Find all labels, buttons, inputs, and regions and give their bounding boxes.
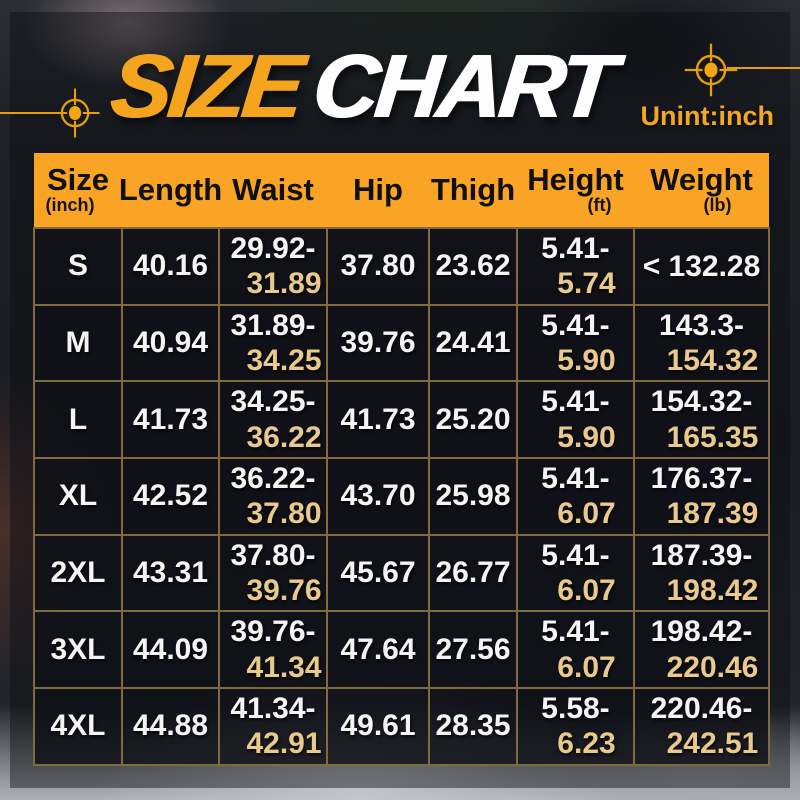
cell-thigh: 25.20 bbox=[428, 380, 518, 460]
table-body: S 40.16 29.92- 31.89 37.80 23.62 5.41- 5.7… bbox=[33, 227, 770, 766]
table-row-m: M 40.94 31.89- 34.25 39.76 24.41 5.41- 5.9… bbox=[33, 303, 770, 383]
title-word-size: SIZE bbox=[106, 37, 306, 137]
cell-height: 5.41- 6.07 bbox=[516, 610, 635, 690]
cell-waist: 31.89- 34.25 bbox=[218, 303, 328, 383]
table-row-3xl: 3XL 44.09 39.76- 41.34 47.64 27.56 5.41- 6… bbox=[33, 610, 770, 690]
cell-waist: 29.92- 31.89 bbox=[218, 227, 328, 306]
cell-length: 41.73 bbox=[121, 380, 220, 460]
page-title: SIZECHART bbox=[106, 37, 618, 137]
size-chart-table: Size (inch) Length Waist Hip Thigh Height… bbox=[33, 153, 770, 766]
crosshair-target-icon bbox=[50, 88, 100, 138]
cell-weight: < 132.28 bbox=[633, 227, 770, 306]
cell-hip: 37.80 bbox=[326, 227, 430, 306]
cell-length: 44.88 bbox=[121, 687, 220, 766]
table-header: Size (inch) Length Waist Hip Thigh Height… bbox=[34, 153, 769, 228]
cell-waist: 36.22- 37.80 bbox=[218, 457, 328, 536]
cell-size: L bbox=[33, 380, 123, 460]
cell-size: 3XL bbox=[33, 610, 123, 690]
cell-height: 5.41- 6.07 bbox=[516, 457, 635, 536]
column-header-weight: Weight (lb) bbox=[634, 153, 769, 228]
table-row-xl: XL 42.52 36.22- 37.80 43.70 25.98 5.41- 6.… bbox=[33, 457, 770, 536]
cell-thigh: 23.62 bbox=[428, 227, 518, 306]
table-row-l: L 41.73 34.25- 36.22 41.73 25.20 5.41- 5.9… bbox=[33, 380, 770, 460]
column-header-thigh: Thigh bbox=[429, 153, 517, 228]
cell-height: 5.58- 6.23 bbox=[516, 687, 635, 766]
cell-weight: 220.46- 242.51 bbox=[633, 687, 770, 766]
cell-hip: 45.67 bbox=[326, 533, 430, 613]
cell-thigh: 28.35 bbox=[428, 687, 518, 766]
cell-height: 5.41- 5.74 bbox=[516, 227, 635, 306]
cell-size: 4XL bbox=[33, 687, 123, 766]
cell-height: 5.41- 5.90 bbox=[516, 303, 635, 383]
cell-length: 40.16 bbox=[121, 227, 220, 306]
crosshair-target-icon bbox=[684, 43, 738, 97]
cell-thigh: 24.41 bbox=[428, 303, 518, 383]
cell-size: M bbox=[33, 303, 123, 383]
cell-thigh: 27.56 bbox=[428, 610, 518, 690]
cell-hip: 41.73 bbox=[326, 380, 430, 460]
cell-weight: 198.42- 220.46 bbox=[633, 610, 770, 690]
cell-height: 5.41- 5.90 bbox=[516, 380, 635, 460]
table-row-s: S 40.16 29.92- 31.89 37.80 23.62 5.41- 5.7… bbox=[33, 227, 770, 306]
cell-hip: 49.61 bbox=[326, 687, 430, 766]
cell-weight: 187.39- 198.42 bbox=[633, 533, 770, 613]
cell-weight: 143.3- 154.32 bbox=[633, 303, 770, 383]
cell-length: 44.09 bbox=[121, 610, 220, 690]
cell-length: 42.52 bbox=[121, 457, 220, 536]
table-row-2xl: 2XL 43.31 37.80- 39.76 45.67 26.77 5.41- 6… bbox=[33, 533, 770, 613]
cell-size: XL bbox=[33, 457, 123, 536]
header-row: Size (inch) Length Waist Hip Thigh Height… bbox=[34, 153, 769, 228]
table-row-4xl: 4XL 44.88 41.34- 42.91 49.61 28.35 5.58- 6… bbox=[33, 687, 770, 766]
crosshair-line-right bbox=[727, 67, 800, 69]
cell-weight: 154.32- 165.35 bbox=[633, 380, 770, 460]
cell-hip: 47.64 bbox=[326, 610, 430, 690]
cell-waist: 34.25- 36.22 bbox=[218, 380, 328, 460]
cell-waist: 37.80- 39.76 bbox=[218, 533, 328, 613]
title-word-chart: CHART bbox=[308, 37, 618, 137]
cell-weight: 176.37- 187.39 bbox=[633, 457, 770, 536]
cell-waist: 39.76- 41.34 bbox=[218, 610, 328, 690]
cell-length: 40.94 bbox=[121, 303, 220, 383]
cell-height: 5.41- 6.07 bbox=[516, 533, 635, 613]
column-header-height: Height (ft) bbox=[517, 153, 634, 228]
cell-waist: 41.34- 42.91 bbox=[218, 687, 328, 766]
crosshair-line-left bbox=[0, 112, 62, 114]
column-header-hip: Hip bbox=[327, 153, 429, 228]
cell-size: S bbox=[33, 227, 123, 306]
cell-hip: 43.70 bbox=[326, 457, 430, 536]
column-header-waist: Waist bbox=[219, 153, 327, 228]
column-header-size: Size (inch) bbox=[34, 153, 122, 228]
cell-thigh: 25.98 bbox=[428, 457, 518, 536]
cell-hip: 39.76 bbox=[326, 303, 430, 383]
cell-length: 43.31 bbox=[121, 533, 220, 613]
cell-thigh: 26.77 bbox=[428, 533, 518, 613]
unit-note: Unint:inch bbox=[640, 101, 774, 131]
column-header-length: Length bbox=[119, 153, 222, 228]
cell-size: 2XL bbox=[33, 533, 123, 613]
